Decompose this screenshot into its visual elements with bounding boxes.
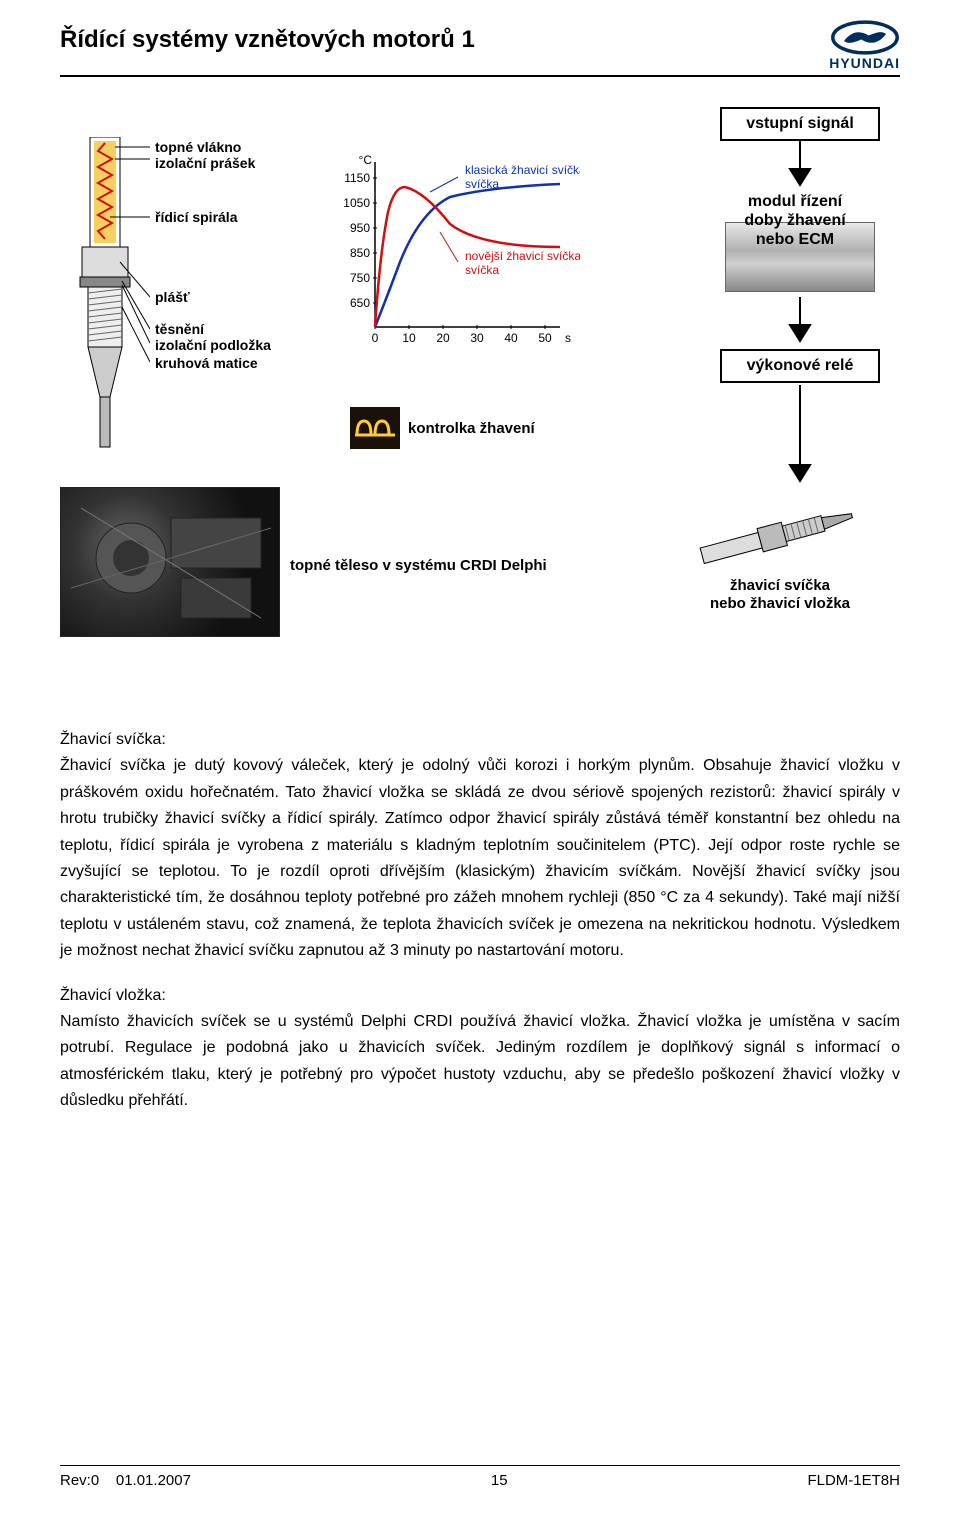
glow-indicator: kontrolka žhavení bbox=[350, 407, 535, 449]
svg-text:svíčka: svíčka bbox=[465, 177, 499, 191]
ytick: 650 bbox=[350, 296, 370, 310]
temperature-chart-svg: 1150 1050 950 850 750 650 °C 0 10 20 30 … bbox=[330, 152, 580, 362]
engine-photo bbox=[60, 487, 280, 637]
ytick: 950 bbox=[350, 221, 370, 235]
plug-caption-l1: žhavicí svíčka bbox=[730, 577, 830, 594]
diagram-area: topné vlákno izolační prášek řídicí spir… bbox=[60, 107, 900, 707]
ecm-line2: doby žhavení bbox=[744, 212, 845, 229]
temperature-chart: 1150 1050 950 850 750 650 °C 0 10 20 30 … bbox=[330, 152, 580, 362]
glowplug-label-washer: izolační podložka bbox=[155, 337, 271, 353]
arrow-down-icon bbox=[788, 297, 812, 345]
engine-caption: topné těleso v systému CRDI Delphi bbox=[290, 557, 547, 574]
svg-text:svíčka: svíčka bbox=[465, 263, 499, 277]
hyundai-logo: HYUNDAI bbox=[829, 20, 900, 71]
glowplug-label-control-coil: řídicí spirála bbox=[155, 209, 237, 225]
paragraph-1: Žhavicí svíčka je dutý kovový váleček, k… bbox=[60, 757, 900, 959]
arrow-down-icon bbox=[788, 385, 812, 485]
footer-rev: Rev:0 bbox=[60, 1472, 99, 1489]
y-unit: °C bbox=[359, 153, 373, 167]
glowplug-cutaway: topné vlákno izolační prášek řídicí spir… bbox=[60, 137, 300, 457]
flow-box-input: vstupní signál bbox=[720, 107, 880, 141]
page-footer: Rev:0 01.01.2007 15 FLDM-1ET8H bbox=[60, 1465, 900, 1489]
glowplug-small-icon bbox=[690, 497, 870, 577]
page-title: Řídící systémy vznětových motorů 1 bbox=[60, 20, 475, 54]
glowplug-label-sheath: plášť bbox=[155, 289, 190, 305]
glowplug-drawing-icon bbox=[60, 137, 150, 457]
footer-date: 01.01.2007 bbox=[116, 1472, 191, 1489]
flow-box-module: modul řízení doby žhavení nebo ECM bbox=[730, 192, 860, 250]
ytick: 1050 bbox=[343, 196, 370, 210]
page-header: Řídící systémy vznětových motorů 1 HYUND… bbox=[60, 20, 900, 77]
legend-new: novější žhavicí svíčka bbox=[465, 249, 580, 263]
glowplug-small-drawing bbox=[690, 497, 870, 582]
ecm-line3: nebo ECM bbox=[756, 231, 834, 248]
section-head-2: Žhavicí vložka: bbox=[60, 987, 166, 1004]
legend-classic: klasická žhavicí svíčka bbox=[465, 163, 580, 177]
xtick: 0 bbox=[372, 331, 379, 345]
footer-left: Rev:0 01.01.2007 bbox=[60, 1472, 191, 1489]
glowplug-label-powder: izolační prášek bbox=[155, 155, 255, 171]
hyundai-logo-text: HYUNDAI bbox=[829, 55, 900, 71]
ecm-line1: modul řízení bbox=[748, 193, 842, 210]
plug-caption-l2: nebo žhavicí vložka bbox=[710, 595, 850, 612]
footer-doc: FLDM-1ET8H bbox=[807, 1472, 900, 1489]
glowplug-label-heating-wire: topné vlákno bbox=[155, 139, 241, 155]
flow-box-relay: výkonové relé bbox=[720, 349, 880, 383]
glow-indicator-label: kontrolka žhavení bbox=[408, 420, 535, 437]
body-text: Žhavicí svíčka: Žhavicí svíčka je dutý k… bbox=[60, 727, 900, 1114]
arrow-down-icon bbox=[788, 141, 812, 189]
ytick: 1150 bbox=[344, 171, 370, 185]
xtick: 50 bbox=[538, 331, 552, 345]
ytick: 850 bbox=[350, 246, 370, 260]
glow-indicator-icon bbox=[350, 407, 400, 449]
xtick: 30 bbox=[470, 331, 484, 345]
xtick: 20 bbox=[436, 331, 450, 345]
ytick: 750 bbox=[350, 271, 370, 285]
xtick: 10 bbox=[402, 331, 416, 345]
glowplug-label-seal: těsnění bbox=[155, 321, 204, 337]
plug-caption: žhavicí svíčka nebo žhavicí vložka bbox=[660, 577, 900, 613]
glowplug-label-nut: kruhová matice bbox=[155, 355, 258, 371]
paragraph-2: Namísto žhavicích svíček se u systémů De… bbox=[60, 1013, 900, 1109]
footer-page: 15 bbox=[491, 1472, 508, 1489]
section-head-1: Žhavicí svíčka: bbox=[60, 731, 166, 748]
x-unit: s bbox=[565, 331, 571, 345]
xtick: 40 bbox=[504, 331, 518, 345]
hyundai-logo-icon bbox=[830, 20, 900, 55]
